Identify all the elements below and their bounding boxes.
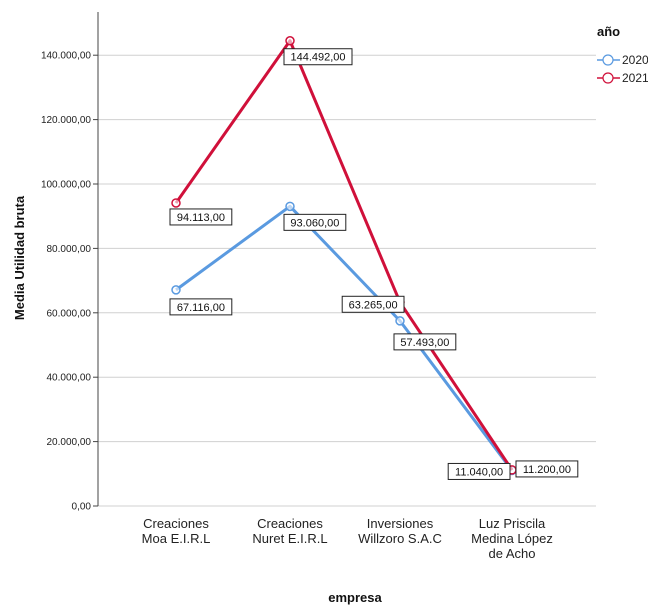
- data-label: 57.493,00: [393, 333, 457, 351]
- svg-text:63.265,00: 63.265,00: [349, 299, 398, 311]
- x-axis-title: empresa: [328, 590, 382, 605]
- y-tick-label: 60.000,00: [47, 308, 92, 319]
- svg-text:94.113,00: 94.113,00: [177, 212, 225, 224]
- data-label: 144.492,00: [283, 48, 353, 66]
- svg-text:11.040,00: 11.040,00: [455, 466, 503, 478]
- gridlines: [98, 54, 596, 507]
- x-tick-label: Creaciones Nuret E.I.R.L: [252, 516, 327, 546]
- data-labels: 67.116,00 93.060,00 57.493,00 11.040,00 94.1…: [169, 48, 579, 480]
- svg-text:2021: 2021: [622, 71, 648, 85]
- y-tick-label: 0,00: [72, 502, 92, 513]
- svg-text:11.200,00: 11.200,00: [523, 464, 571, 476]
- svg-text:144.492,00: 144.492,00: [290, 52, 345, 64]
- x-tick-label: Inversiones Willzoro S.A.C: [358, 516, 442, 546]
- legend-title: año: [597, 24, 620, 39]
- y-tick-label: 20.000,00: [47, 437, 92, 448]
- series-line-2020: [175, 204, 514, 472]
- data-label: 67.116,00: [169, 298, 233, 316]
- series-line-2021: [174, 39, 514, 471]
- data-label: 94.113,00: [169, 208, 233, 226]
- legend-item-2020: 2020: [597, 53, 648, 67]
- y-axis-title: Media Utilidad bruta: [12, 195, 27, 320]
- series-lines: [171, 35, 517, 476]
- data-label: 63.265,00: [341, 295, 405, 313]
- axes: 0,00 20.000,00 40.000,00 60.000,00 80.000,00…: [41, 12, 99, 513]
- legend: año 2020 2021: [597, 24, 648, 85]
- y-tick-label: 40.000,00: [47, 373, 92, 384]
- svg-text:57.493,00: 57.493,00: [400, 337, 449, 349]
- data-label: 11.040,00: [447, 462, 511, 480]
- data-point-2021: [285, 35, 295, 46]
- x-tick-label: Luz Priscila Medina López de Acho: [471, 516, 553, 561]
- legend-item-2021: 2021: [597, 71, 648, 85]
- svg-text:2020: 2020: [622, 53, 648, 67]
- y-tick-label: 100.000,00: [41, 180, 91, 191]
- data-point-2020: [285, 201, 295, 212]
- data-point-2021: [171, 198, 181, 208]
- data-point-2020: [395, 316, 405, 326]
- svg-text:67.116,00: 67.116,00: [177, 302, 225, 314]
- x-tick-label: Creaciones Moa E.I.R.L: [142, 516, 211, 546]
- category-labels: Creaciones Moa E.I.R.L Creaciones Nuret E.I…: [142, 516, 553, 561]
- y-tick-label: 140.000,00: [41, 51, 91, 62]
- data-label: 93.060,00: [283, 213, 347, 231]
- svg-text:93.060,00: 93.060,00: [290, 217, 339, 229]
- y-tick-label: 80.000,00: [47, 244, 92, 255]
- data-label: 11.200,00: [515, 460, 579, 478]
- data-point-2020: [171, 285, 181, 295]
- y-tick-label: 120.000,00: [41, 115, 91, 126]
